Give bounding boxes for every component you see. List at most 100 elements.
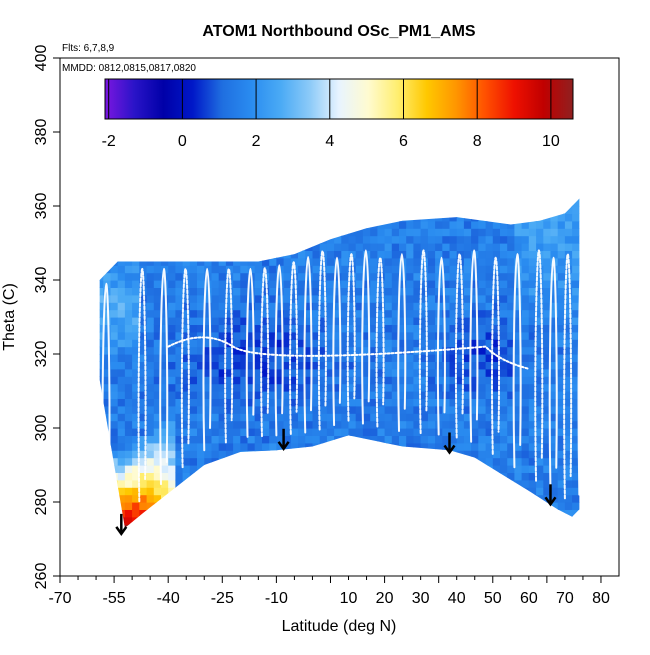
heatmap-cell (564, 280, 573, 288)
heatmap-cell (528, 465, 537, 473)
heatmap-cell (117, 220, 126, 229)
heatmap-cell (492, 235, 501, 244)
heatmap-cell (478, 398, 487, 407)
heatmap-cell (204, 413, 213, 422)
heatmap-cell (370, 243, 378, 251)
heatmap-cell (391, 220, 400, 229)
heatmap-cell (103, 509, 112, 518)
heatmap-cell (110, 479, 119, 488)
heatmap-cell (507, 502, 515, 510)
heatmap-cell (110, 309, 119, 318)
heatmap-cell (587, 221, 595, 229)
heatmap-cell (262, 487, 270, 496)
heatmap-cell (225, 206, 234, 214)
heatmap-cell (442, 368, 451, 377)
heatmap-cell (225, 324, 234, 333)
heatmap-cell (442, 206, 451, 214)
heatmap-cell (370, 198, 378, 207)
heatmap-cell (521, 405, 530, 414)
heatmap-cell (153, 383, 162, 392)
heatmap-cell (536, 465, 544, 473)
heatmap-cell (182, 235, 191, 244)
heatmap-cell (305, 317, 313, 325)
heatmap-cell (99, 243, 104, 251)
heatmap-cell (117, 450, 126, 459)
heatmap-cell (161, 391, 169, 399)
heatmap-cell (449, 383, 458, 392)
heatmap-cell (312, 524, 321, 528)
heatmap-cell (362, 280, 371, 288)
heatmap-cell (507, 309, 515, 318)
heatmap-cell (406, 198, 414, 200)
heatmap-cell (312, 206, 321, 214)
heatmap-cell (189, 376, 198, 385)
heatmap-cell (204, 494, 213, 503)
heatmap-cell (319, 509, 328, 518)
heatmap-cell (283, 206, 292, 214)
heatmap-cell (197, 494, 205, 503)
heatmap-cell (550, 213, 559, 222)
heatmap-cell (521, 502, 530, 510)
heatmap-cell (442, 405, 451, 414)
heatmap-cell (334, 354, 342, 362)
heatmap-cell (471, 457, 479, 466)
heatmap-cell (110, 265, 119, 274)
heatmap-cell (384, 405, 393, 414)
heatmap-cell (449, 376, 458, 385)
heatmap-cell (326, 442, 335, 451)
heatmap-cell (435, 502, 443, 510)
heatmap-cell (204, 391, 213, 399)
heatmap-cell (182, 383, 191, 392)
heatmap-cell (435, 376, 443, 385)
heatmap-cell (391, 494, 400, 503)
heatmap-cell (326, 457, 335, 466)
heatmap-cell (579, 198, 580, 200)
heatmap-cell (456, 516, 465, 525)
heatmap-cell (168, 213, 176, 222)
flight-tracks (101, 249, 587, 515)
heatmap-cell (161, 206, 169, 214)
heatmap-cell (492, 368, 501, 377)
heatmap-cell (290, 265, 299, 274)
heatmap-cell (99, 294, 104, 303)
heatmap-cell (536, 235, 544, 244)
heatmap-cell (543, 368, 552, 377)
heatmap-cell (182, 317, 191, 325)
heatmap-cell (507, 228, 515, 237)
heatmap-cell (247, 198, 256, 207)
heatmap-cell (377, 339, 386, 348)
heatmap-cell (420, 479, 429, 488)
heatmap-cell (290, 391, 299, 399)
heatmap-cell (168, 331, 176, 340)
heatmap-cell (348, 413, 357, 422)
heatmap-cell (471, 198, 479, 207)
heatmap-cell (153, 272, 162, 281)
heatmap-cell (204, 339, 213, 348)
heatmap-cell (312, 502, 321, 510)
heatmap-cell (161, 257, 169, 266)
heatmap-cell (355, 472, 364, 481)
heatmap-cell (298, 287, 306, 296)
heatmap-cell (572, 265, 580, 274)
heatmap-cell (89, 228, 97, 236)
heatmap-cell (564, 309, 573, 318)
heatmap-cell (290, 479, 299, 488)
heatmap-cell (197, 398, 205, 407)
heatmap-cell (572, 257, 580, 266)
heatmap-cell (211, 339, 220, 348)
heatmap-cell (240, 220, 249, 229)
heatmap-cell (153, 368, 162, 377)
heatmap-cell (362, 413, 371, 422)
heatmap-cell (89, 191, 97, 199)
heatmap-cell (471, 413, 479, 422)
heatmap-cell (233, 250, 241, 259)
heatmap-cell (197, 250, 205, 259)
heatmap-cell (225, 331, 234, 340)
heatmap-cell (442, 524, 451, 528)
heatmap-cell (99, 317, 104, 325)
heatmap-cell (536, 502, 544, 510)
heatmap-cell (319, 405, 328, 414)
heatmap-cell (370, 250, 378, 259)
heatmap-cell (139, 502, 148, 510)
heatmap-cell (225, 339, 234, 348)
